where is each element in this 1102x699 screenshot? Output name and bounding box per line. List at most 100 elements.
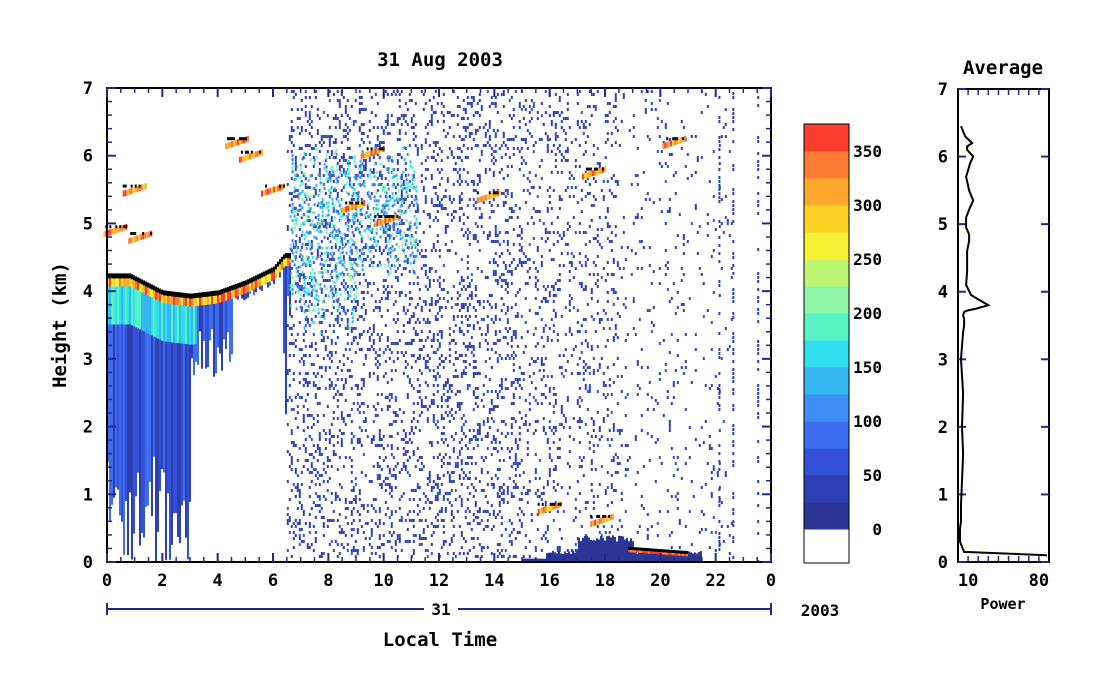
- heatmap-cell: [568, 435, 571, 438]
- heatmap-cell: [468, 198, 471, 201]
- heatmap-cell: [514, 333, 517, 336]
- heatmap-cell: [528, 309, 531, 312]
- heatmap-cell: [382, 141, 385, 144]
- heatmap-cell: [416, 378, 419, 381]
- heatmap-cell: [666, 267, 669, 270]
- heatmap-cell: [302, 213, 305, 216]
- heatmap-cell: [416, 150, 419, 153]
- heatmap-cell: [366, 435, 369, 438]
- heatmap-cell: [376, 354, 379, 357]
- heatmap-cell: [462, 222, 465, 225]
- heatmap-cell: [376, 474, 379, 477]
- heatmap-cell: [458, 105, 461, 108]
- heatmap-cell: [596, 444, 599, 447]
- heatmap-cell: [682, 252, 685, 255]
- heatmap-cell: [546, 540, 549, 543]
- heatmap-cell: [286, 549, 289, 552]
- heatmap-cell: [326, 252, 329, 255]
- heatmap-cell: [456, 147, 459, 150]
- heatmap-cell: [506, 306, 509, 309]
- heatmap-cell: [378, 348, 381, 351]
- heatmap-cell: [594, 237, 597, 240]
- heatmap-cell: [644, 198, 647, 201]
- heatmap-cell: [472, 237, 475, 240]
- heatmap-cell: [580, 351, 583, 354]
- heatmap-cell: [757, 404, 760, 407]
- heatmap-cell: [718, 196, 721, 199]
- heatmap-cell: [454, 375, 457, 378]
- heatmap-cell: [490, 504, 493, 507]
- heatmap-cell: [484, 171, 487, 174]
- heatmap-cell: [400, 174, 403, 177]
- heatmap-cell: [290, 432, 293, 435]
- heatmap-cell: [319, 222, 322, 225]
- heatmap-cell: [732, 168, 735, 171]
- heatmap-cell: [466, 345, 469, 348]
- heatmap-cell: [610, 483, 613, 486]
- heatmap-cell: [716, 471, 719, 474]
- heatmap-cell: [590, 219, 593, 222]
- heatmap-cell: [308, 210, 311, 213]
- heatmap-cell: [253, 287, 255, 296]
- heatmap-cell: [446, 291, 449, 294]
- heatmap-cell: [500, 447, 503, 450]
- heatmap-cell: [544, 297, 547, 300]
- heatmap-cell: [321, 246, 324, 250]
- heatmap-cell: [298, 132, 301, 135]
- heatmap-cell: [664, 264, 667, 267]
- heatmap-cell: [757, 384, 760, 387]
- heatmap-cell: [308, 522, 311, 525]
- heatmap-cell: [143, 283, 145, 294]
- heatmap-cell: [422, 507, 425, 510]
- heatmap-cell: [554, 489, 557, 492]
- heatmap-cell: [364, 312, 367, 315]
- heatmap-cell: [305, 194, 308, 198]
- heatmap-cell: [624, 258, 627, 261]
- heatmap-cell: [590, 462, 593, 465]
- heatmap-cell: [310, 363, 313, 366]
- heatmap-cell: [498, 495, 501, 498]
- heatmap-cell: [279, 262, 281, 273]
- heatmap-cell: [576, 309, 579, 312]
- heatmap-cell: [322, 552, 325, 555]
- heatmap-cell: [372, 171, 375, 174]
- heatmap-cell: [360, 429, 363, 432]
- heatmap-cell: [348, 501, 351, 504]
- heatmap-cell: [332, 210, 335, 213]
- heatmap-cell: [315, 236, 318, 240]
- heatmap-cell: [514, 267, 517, 270]
- heatmap-cell: [554, 465, 557, 468]
- heatmap-cell: [328, 378, 331, 381]
- heatmap-cell: [502, 93, 505, 96]
- heatmap-cell: [558, 264, 561, 267]
- heatmap-cell: [346, 543, 349, 546]
- heatmap-cell: [500, 252, 503, 255]
- heatmap-cell: [732, 508, 735, 511]
- heatmap-cell: [510, 261, 513, 264]
- heatmap-cell: [317, 246, 320, 250]
- heatmap-cell: [177, 303, 179, 344]
- heatmap-cell: [518, 378, 521, 381]
- heatmap-cell: [157, 298, 159, 532]
- heatmap-cell: [346, 126, 349, 129]
- heatmap-cell: [384, 120, 387, 123]
- heatmap-cell: [498, 354, 501, 357]
- heatmap-cell: [426, 525, 429, 528]
- heatmap-cell: [317, 214, 320, 217]
- heatmap-cell: [302, 420, 305, 423]
- heatmap-cell: [292, 444, 295, 447]
- heatmap-cell: [508, 534, 511, 537]
- heatmap-cell: [354, 495, 357, 498]
- heatmap-cell: [582, 126, 585, 129]
- heatmap-cell: [288, 354, 291, 357]
- heatmap-cell: [704, 384, 707, 387]
- heatmap-cell: [338, 552, 341, 555]
- heatmap-cell: [328, 324, 331, 327]
- heatmap-cell: [534, 420, 537, 423]
- heatmap-cell: [458, 183, 461, 186]
- heatmap-cell: [310, 426, 313, 429]
- heatmap-cell: [602, 309, 605, 312]
- heatmap-cell: [111, 276, 113, 287]
- heatmap-cell: [360, 198, 363, 201]
- heatmap-cell: [494, 234, 497, 237]
